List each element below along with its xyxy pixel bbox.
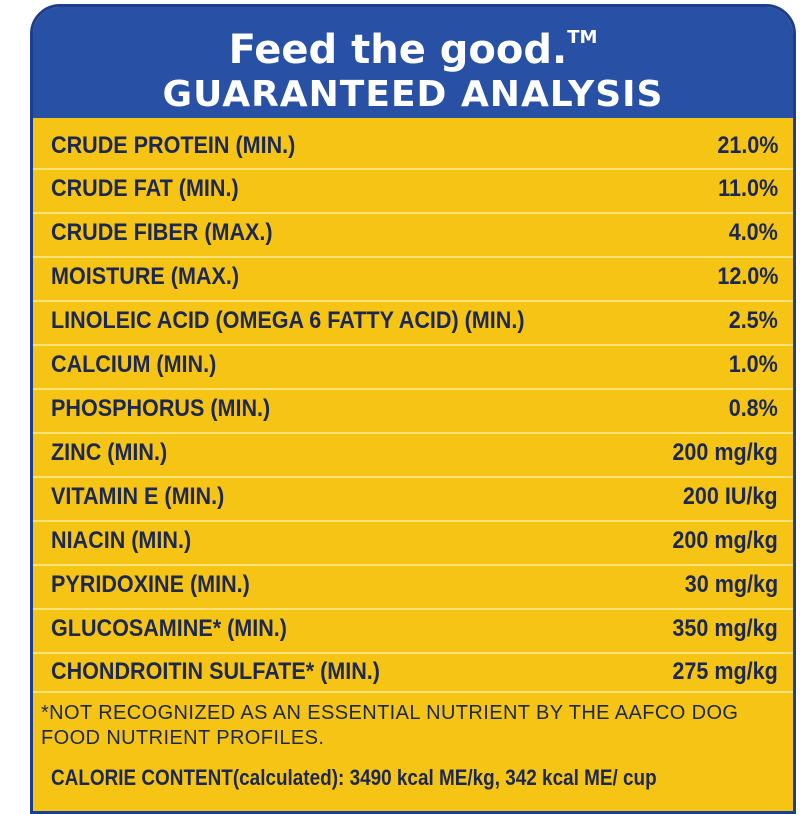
tagline-text: Feed the good. [228, 27, 568, 73]
table-row: CALCIUM (MIN.) 1.0% [33, 343, 793, 386]
calorie-value: 3490 kcal ME/kg, 342 kcal ME/ cup [349, 765, 657, 790]
nutrient-label: GLUCOSAMINE* (MIN.) [51, 615, 287, 643]
tagline: Feed the good.TM [33, 7, 793, 73]
footnote: *NOT RECOGNIZED AS AN ESSENTIAL NUTRIENT… [41, 702, 739, 749]
nutrient-value: 1.0% [728, 351, 778, 379]
nutrient-value: 21.0% [716, 131, 778, 159]
nutrient-value: 4.0% [728, 219, 778, 247]
calorie-qualifier: (calculated): [232, 765, 345, 790]
guaranteed-analysis-panel: Feed the good.TM GUARANTEED ANALYSIS CRU… [30, 4, 796, 814]
nutrient-label: CALCIUM (MIN.) [51, 351, 217, 379]
nutrient-value: 12.0% [716, 263, 778, 291]
analysis-table: CRUDE PROTEIN (MIN.) 21.0% CRUDE FAT (MIN.… [33, 118, 793, 693]
table-row: PYRIDOXINE (MIN.) 30 mg/kg [33, 563, 793, 606]
table-row: CRUDE FIBER (MAX.) 4.0% [33, 211, 793, 254]
nutrient-label: LINOLEIC ACID (OMEGA 6 FATTY ACID) (MIN.… [51, 307, 525, 335]
nutrient-label: ZINC (MIN.) [51, 439, 168, 467]
nutrient-label: VITAMIN E (MIN.) [51, 483, 225, 511]
nutrient-label: PYRIDOXINE (MIN.) [51, 571, 250, 599]
nutrient-value: 30 mg/kg [684, 571, 778, 599]
nutrient-label: CRUDE FAT (MIN.) [51, 175, 239, 203]
nutrient-value: 11.0% [718, 175, 778, 203]
table-row: GLUCOSAMINE* (MIN.) 350 mg/kg [33, 607, 793, 650]
nutrient-label: MOISTURE (MAX.) [51, 263, 240, 291]
table-row: CRUDE PROTEIN (MIN.) 21.0% [33, 118, 793, 165]
nutrient-value: 0.8% [728, 395, 778, 423]
nutrient-value: 200 mg/kg [672, 439, 778, 467]
table-row: CHONDROITIN SULFATE* (MIN.) 275 mg/kg [33, 651, 793, 693]
table-row: LINOLEIC ACID (OMEGA 6 FATTY ACID) (MIN.… [33, 299, 793, 342]
nutrient-value: 200 IU/kg [683, 483, 778, 511]
calorie-content: CALORIE CONTENT(calculated): 3490 kcal M… [51, 765, 689, 791]
table-row: CRUDE FAT (MIN.) 11.0% [33, 167, 793, 210]
calorie-label: CALORIE CONTENT [51, 765, 233, 790]
section-title: GUARANTEED ANALYSIS [162, 74, 664, 115]
table-row: MOISTURE (MAX.) 12.0% [33, 255, 793, 298]
nutrient-value: 350 mg/kg [672, 615, 778, 643]
table-row: NIACIN (MIN.) 200 mg/kg [33, 519, 793, 562]
nutrient-label: CRUDE PROTEIN (MIN.) [51, 131, 296, 159]
trademark-symbol: TM [567, 27, 598, 48]
nutrient-value: 2.5% [728, 307, 778, 335]
nutrient-label: CHONDROITIN SULFATE* (MIN.) [51, 658, 380, 686]
nutrient-label: PHOSPHORUS (MIN.) [51, 395, 271, 423]
panel-header: Feed the good.TM GUARANTEED ANALYSIS [33, 7, 793, 118]
nutrient-value: 200 mg/kg [672, 527, 778, 555]
nutrient-label: NIACIN (MIN.) [51, 527, 192, 555]
table-row: PHOSPHORUS (MIN.) 0.8% [33, 387, 793, 430]
table-row: ZINC (MIN.) 200 mg/kg [33, 431, 793, 474]
table-row: VITAMIN E (MIN.) 200 IU/kg [33, 475, 793, 518]
nutrient-value: 275 mg/kg [672, 658, 778, 686]
nutrient-label: CRUDE FIBER (MAX.) [51, 219, 273, 247]
